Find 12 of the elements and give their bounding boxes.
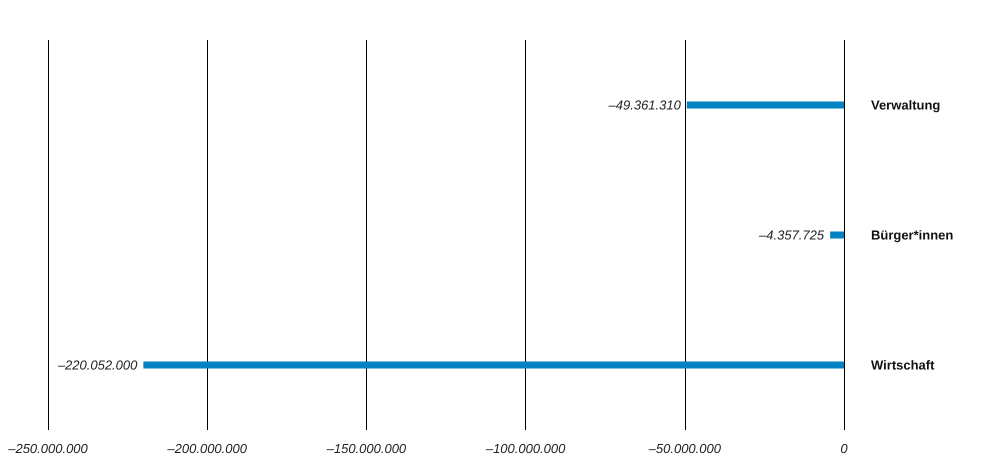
y-tick-label: Bürger*innen <box>871 228 954 242</box>
x-tick-label: 0 <box>840 441 848 456</box>
x-tick-label: –250.000.000 <box>7 441 89 456</box>
x-tick-label: –150.000.000 <box>326 441 407 456</box>
x-tick-label: –100.000.000 <box>484 441 566 456</box>
data-label: –49.361.310 <box>608 98 682 112</box>
x-tick-label: –50.000.000 <box>648 441 722 456</box>
data-label: –220.052.000 <box>56 358 138 372</box>
data-label: –4.357.725 <box>758 228 825 242</box>
y-tick-label: Wirtschaft <box>871 358 936 372</box>
x-tick-label: –200.000.000 <box>166 441 248 456</box>
y-tick-label: Verwaltung <box>871 98 940 112</box>
